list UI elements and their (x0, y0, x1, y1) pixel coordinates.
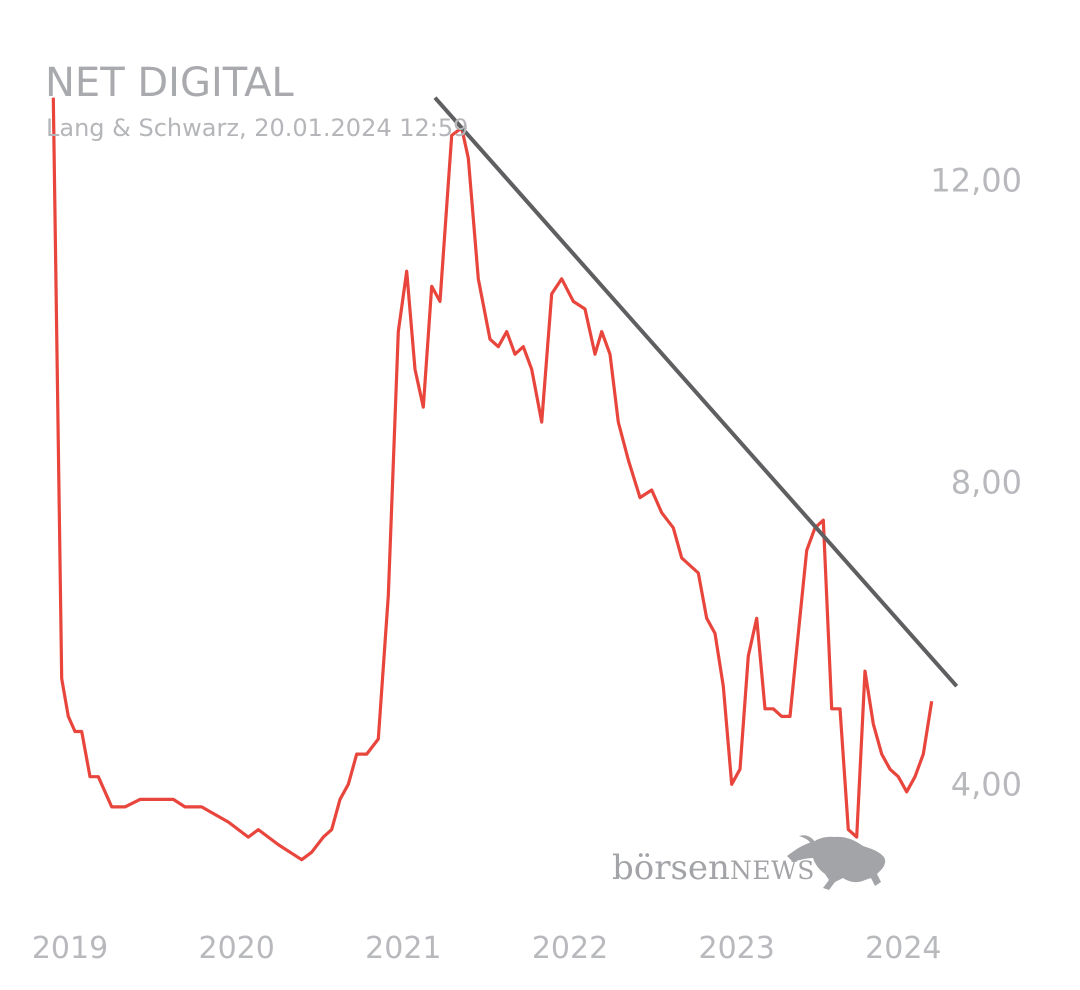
x-tick-label: 2022 (532, 931, 608, 966)
x-tick-label: 2019 (32, 931, 108, 966)
price-line-series (51, 97, 934, 862)
logo-text-accent: NEWS (729, 856, 815, 885)
y-axis-tick-labels: 12,00 8,00 4,00 (930, 162, 1022, 804)
x-tick-label: 2021 (365, 931, 441, 966)
x-tick-label: 2024 (865, 931, 941, 966)
x-axis-tick-labels: 2019 2020 2021 2022 2023 2024 (32, 931, 942, 966)
logo-text-main: börsen (612, 848, 730, 888)
bull-icon (787, 835, 886, 890)
y-tick-label: 4,00 (951, 765, 1022, 803)
resistance-trend-line (433, 96, 959, 688)
chart-subtitle: Lang & Schwarz, 20.01.2024 12:59 (46, 114, 469, 142)
x-tick-label: 2020 (198, 931, 274, 966)
boersennews-logo: börsenNEWS (612, 848, 815, 888)
y-tick-label: 8,00 (951, 464, 1022, 502)
chart-title: NET DIGITAL (45, 60, 294, 106)
y-tick-label: 12,00 (930, 162, 1022, 200)
x-tick-label: 2023 (698, 931, 774, 966)
